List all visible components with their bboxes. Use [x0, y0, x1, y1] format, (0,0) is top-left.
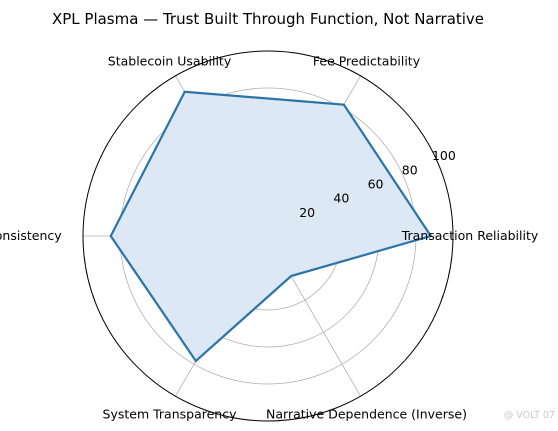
axis-label: System Transparency: [103, 407, 238, 422]
radial-tick-label: 40: [333, 191, 349, 206]
outer-frame: [82, 50, 454, 422]
radial-tick-label: 60: [368, 177, 384, 192]
axis-label: Fee Predictability: [313, 53, 421, 68]
chart-title: XPL Plasma — Trust Built Through Functio…: [52, 10, 484, 28]
axis-label: Narrative Dependence (Inverse): [266, 407, 467, 422]
watermark-text: @ VOLT 07: [504, 410, 555, 421]
series-line: [109, 90, 433, 363]
radial-tick-label: 80: [402, 162, 418, 177]
radial-tick-label: 20: [299, 205, 315, 220]
series-area: [110, 91, 431, 361]
axis-label: Transaction Reliability: [401, 228, 539, 243]
radar-labels: 20 40 60 80 100 Transaction Reliability Fee Pr…: [0, 53, 539, 421]
axis-label: UX Consistency: [0, 228, 62, 243]
radar-data: [109, 90, 433, 363]
radial-tick-label: 100: [432, 148, 456, 163]
axis-label: Stablecoin Usability: [108, 53, 232, 68]
